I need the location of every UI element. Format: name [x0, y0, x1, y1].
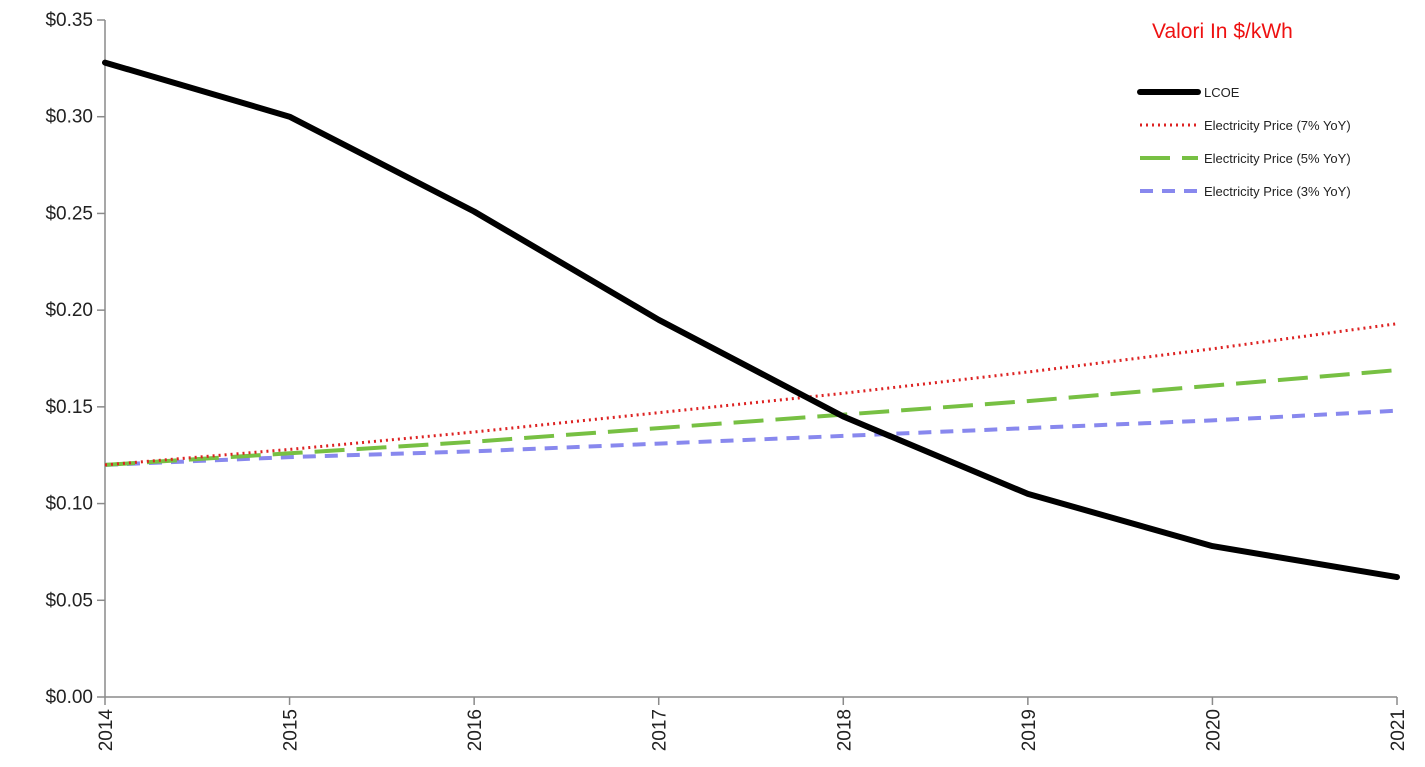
series-layer	[102, 59, 1400, 581]
y-tick-label: $0.10	[45, 494, 93, 515]
x-tick-label: 2021	[1388, 709, 1409, 751]
legend-label-1: Electricity Price (7% YoY)	[1204, 118, 1351, 133]
legend-label-0: LCOE	[1204, 85, 1240, 100]
legend-label-3: Electricity Price (3% YoY)	[1204, 184, 1351, 199]
legend-label-2: Electricity Price (5% YoY)	[1204, 151, 1351, 166]
x-tick-label: 2018	[834, 709, 855, 751]
y-tick-label: $0.00	[45, 687, 93, 708]
x-tick-label: 2017	[650, 709, 671, 751]
series-line-0	[102, 59, 1400, 581]
x-tick-label: 2016	[465, 709, 486, 751]
y-tick-label: $0.35	[45, 10, 93, 31]
x-tick-label: 2019	[1019, 709, 1040, 751]
legend: LCOE Electricity Price (7% YoY) Electricit…	[1137, 85, 1351, 199]
y-tick-label: $0.15	[45, 397, 93, 418]
series-line-2	[104, 368, 1398, 467]
y-tick-label: $0.05	[45, 590, 93, 611]
x-tick-label: 2015	[281, 709, 302, 751]
unit-annotation: Valori In $/kWh	[1152, 20, 1293, 43]
axes: $0.00 $0.05 $0.10 $0.15 $0.20 $0.25 $0.30 $0.35…	[45, 10, 1409, 751]
series-line-3	[104, 408, 1398, 467]
y-tick-label: $0.20	[45, 300, 93, 321]
x-tick-label: 2014	[96, 709, 117, 752]
x-tick-label: 2020	[1203, 709, 1224, 751]
y-tick-label: $0.25	[45, 203, 93, 224]
y-tick-label: $0.30	[45, 107, 93, 128]
series-line-1	[104, 322, 1398, 467]
